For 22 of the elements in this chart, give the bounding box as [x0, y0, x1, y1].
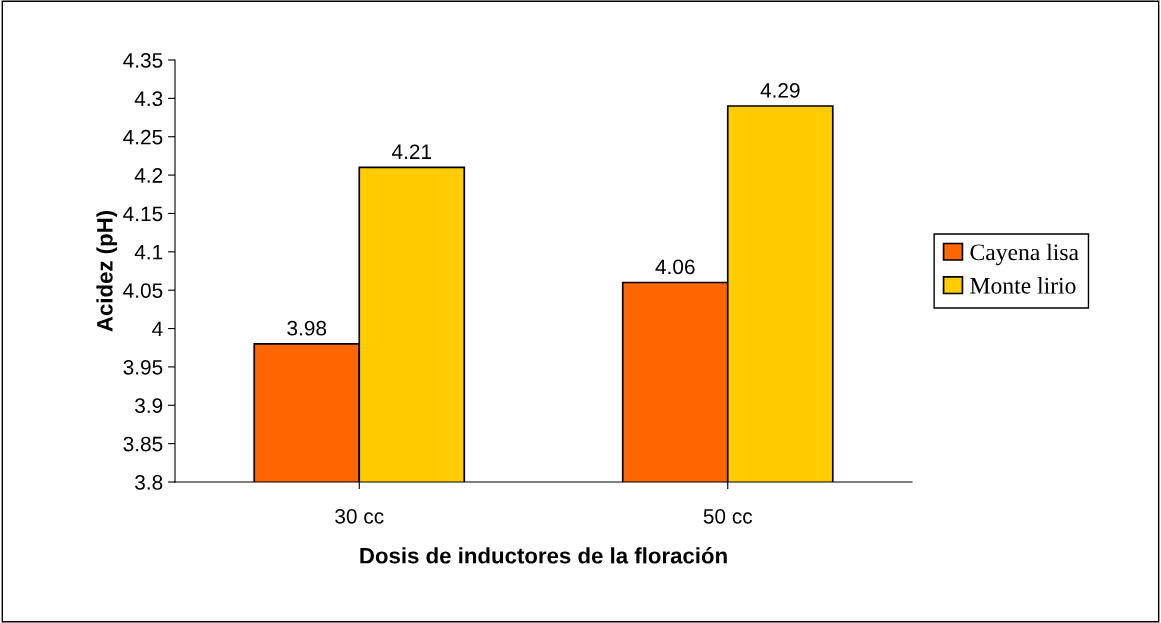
data-label: 4.21 — [391, 144, 432, 159]
y-tick-label: 3.8 — [135, 475, 163, 490]
y-tick-label: 4.35 — [123, 53, 163, 68]
y-tick-label: 3.95 — [123, 359, 163, 375]
y-axis-title: Acidez (pH) — [96, 210, 118, 332]
y-tick-label: 4.25 — [123, 129, 163, 145]
y-tick-label: 4.05 — [123, 283, 163, 298]
legend-label: Cayena lisa — [970, 243, 1079, 266]
x-axis-title: Dosis de inductores de la floración — [360, 547, 727, 564]
data-label: 3.98 — [287, 320, 327, 336]
y-tick-label: 3.85 — [123, 436, 163, 452]
y-tick-label: 4.3 — [134, 91, 163, 107]
legend-label: Monte lirio — [970, 277, 1076, 294]
y-tick-label: 3.9 — [135, 398, 163, 414]
x-tick-label: 50 cc — [703, 508, 753, 524]
y-tick-label: 4.15 — [123, 206, 163, 222]
y-tick-label: 4 — [152, 321, 163, 337]
data-label: 4.06 — [655, 259, 695, 275]
x-tick-label: 30 cc — [335, 508, 384, 524]
y-tick-label: 4.2 — [134, 168, 163, 183]
data-label: 4.29 — [760, 83, 800, 98]
y-tick-label: 4.1 — [134, 245, 163, 260]
